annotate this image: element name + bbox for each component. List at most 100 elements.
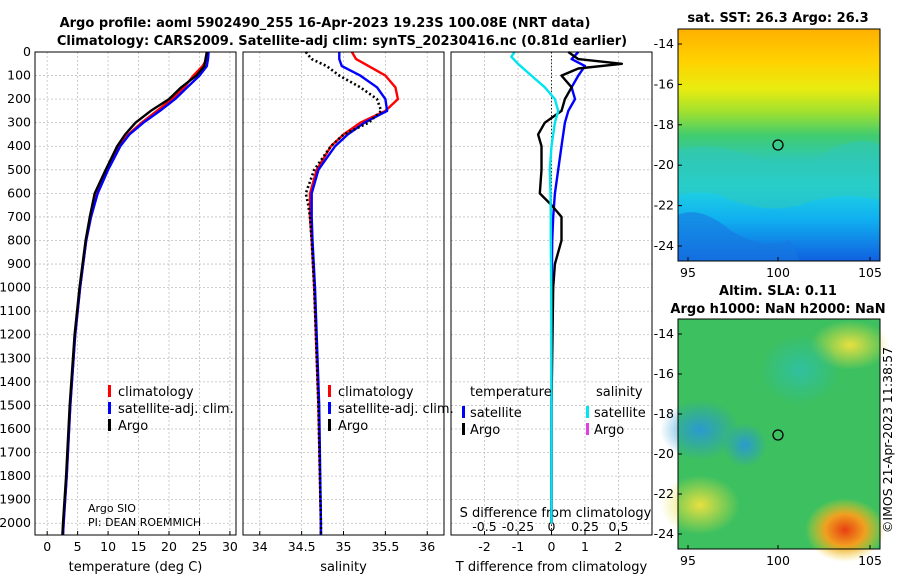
principal-investigator-annotation: PI: DEAN ROEMMICH bbox=[88, 516, 201, 529]
panel-frame bbox=[34, 51, 237, 536]
legend-swatch bbox=[462, 406, 465, 418]
legend-swatch bbox=[328, 419, 331, 431]
profile-panel-2: 34 34.5 35 35.5 36 salinity climatology satelli… bbox=[242, 51, 454, 575]
sla-high-anomaly bbox=[805, 498, 885, 562]
sst-map-band bbox=[678, 141, 880, 209]
x-axis-label: salinity bbox=[320, 560, 367, 575]
legend-label: satellite bbox=[594, 406, 646, 421]
panel-frame bbox=[242, 51, 445, 536]
x-tick-label: 35.5 bbox=[371, 539, 399, 554]
legend-label: climatology bbox=[118, 385, 194, 400]
series-line-climatology bbox=[308, 51, 400, 535]
x-tick-label: 25 bbox=[192, 539, 208, 554]
map-y-tick-label: -16 bbox=[654, 76, 674, 91]
x-tick-label: -1 bbox=[512, 539, 524, 554]
legend-label: climatology bbox=[338, 385, 414, 400]
depth-tick-label: 1800 bbox=[0, 468, 31, 483]
sla-mid-anomaly bbox=[660, 475, 740, 535]
depth-tick-label: 1000 bbox=[0, 280, 31, 295]
top-x-tick-label: 0.25 bbox=[571, 519, 599, 534]
series-line-satellite-adj-clim- bbox=[61, 51, 210, 536]
depth-tick-label: 1500 bbox=[0, 397, 31, 412]
imos-credit: ©IMOS 21-Apr-2023 11:38:57 bbox=[880, 347, 895, 533]
x-tick-label: 0 bbox=[43, 539, 51, 554]
depth-tick-label: 1700 bbox=[0, 445, 31, 460]
profile-panel-3: -2 -1 0 1 2 T difference from climatology -0.5… bbox=[450, 51, 653, 575]
legend-swatch bbox=[586, 406, 589, 418]
profile-panels: 0100200300400500600700800900100011001200… bbox=[0, 44, 653, 575]
panel-frame bbox=[450, 51, 653, 536]
x-tick-label: 10 bbox=[100, 539, 116, 554]
depth-tick-label: 1600 bbox=[0, 421, 31, 436]
legend-swatch bbox=[328, 385, 331, 397]
x-tick-label: -2 bbox=[478, 539, 490, 554]
sla-map-frame bbox=[677, 318, 881, 550]
depth-tick-label: 1300 bbox=[0, 350, 31, 365]
map-y-tick-label: -16 bbox=[654, 366, 674, 381]
map-x-tick-label: 105 bbox=[858, 265, 882, 280]
map-y-tick-label: -14 bbox=[654, 326, 674, 341]
depth-tick-label: 1400 bbox=[0, 374, 31, 389]
map-y-tick-label: -24 bbox=[654, 238, 674, 253]
map-x-tick-label: 105 bbox=[858, 553, 882, 568]
map-y-tick-label: -20 bbox=[654, 446, 674, 461]
depth-tick-label: 2000 bbox=[0, 515, 31, 530]
map-y-tick-label: -22 bbox=[654, 486, 674, 501]
legend-label: satellite bbox=[470, 406, 522, 421]
series-line-argo bbox=[304, 51, 383, 535]
legend-swatch bbox=[108, 385, 111, 397]
map-y-tick-label: -18 bbox=[654, 117, 674, 132]
x-tick-label: 2 bbox=[615, 539, 623, 554]
series-line-satellite-adj-clim- bbox=[310, 52, 389, 535]
sla-map: Altim. SLA: 0.11 Argo h1000: NaN h2000: … bbox=[654, 284, 890, 568]
depth-tick-label: 800 bbox=[7, 232, 31, 247]
legend-label: Argo bbox=[470, 423, 500, 438]
legend-label: Argo bbox=[338, 419, 368, 434]
legend-swatch bbox=[108, 402, 111, 414]
sst-map-ticks: 95 100 105 -14 -16 -18 -20 -22 -24 bbox=[654, 36, 882, 280]
legend-swatch bbox=[462, 423, 465, 435]
map-x-tick-label: 100 bbox=[766, 265, 790, 280]
depth-tick-label: 1200 bbox=[0, 327, 31, 342]
sla-teal-patch bbox=[760, 335, 840, 405]
sst-map-cold-patch bbox=[678, 212, 800, 261]
x-tick-label: 34.5 bbox=[288, 539, 316, 554]
sla-map-title-line-1: Altim. SLA: 0.11 bbox=[719, 284, 837, 299]
x-tick-label: 20 bbox=[161, 539, 177, 554]
top-x-axis-label: S difference from climatology bbox=[460, 506, 652, 521]
profile-panel-1: 0100200300400500600700800900100011001200… bbox=[0, 44, 238, 575]
legend-swatch bbox=[108, 419, 111, 431]
legend-swatch bbox=[586, 423, 589, 435]
top-x-tick-label: -0.25 bbox=[502, 519, 534, 534]
depth-tick-label: 0 bbox=[23, 44, 31, 59]
legend-swatch bbox=[328, 402, 331, 414]
depth-tick-label: 700 bbox=[7, 209, 31, 224]
x-tick-label: 35 bbox=[336, 539, 352, 554]
depth-tick-label: 400 bbox=[7, 138, 31, 153]
figure-title-line-1: Argo profile: aoml 5902490_255 16-Apr-20… bbox=[60, 16, 591, 31]
depth-tick-label: 100 bbox=[7, 68, 31, 83]
depth-tick-label: 1100 bbox=[0, 303, 31, 318]
depth-tick-label: 900 bbox=[7, 256, 31, 271]
legend-title-temperature: temperature bbox=[470, 385, 552, 400]
x-tick-label: 30 bbox=[222, 539, 238, 554]
map-y-tick-label: -20 bbox=[654, 157, 674, 172]
x-tick-label: 36 bbox=[419, 539, 435, 554]
series-line-salinity-satellite bbox=[510, 51, 560, 524]
x-tick-label: 34 bbox=[252, 539, 268, 554]
series-line-argo bbox=[61, 51, 208, 536]
depth-tick-label: 500 bbox=[7, 162, 31, 177]
legend-label: Argo bbox=[118, 419, 148, 434]
x-axis-label: T difference from climatology bbox=[455, 560, 648, 575]
map-x-tick-label: 95 bbox=[680, 553, 696, 568]
map-y-tick-label: -24 bbox=[654, 526, 674, 541]
top-x-tick-label: 0 bbox=[548, 519, 556, 534]
legend-label: satellite-adj. clim. bbox=[338, 402, 454, 417]
sst-map-frame bbox=[677, 28, 881, 262]
sla-low-anomaly bbox=[660, 400, 740, 460]
x-tick-label: 15 bbox=[131, 539, 147, 554]
sla-map-title-line-2: Argo h1000: NaN h2000: NaN bbox=[670, 302, 885, 317]
top-x-tick-label: 0.5 bbox=[609, 519, 629, 534]
legend-label: satellite-adj. clim. bbox=[118, 402, 234, 417]
